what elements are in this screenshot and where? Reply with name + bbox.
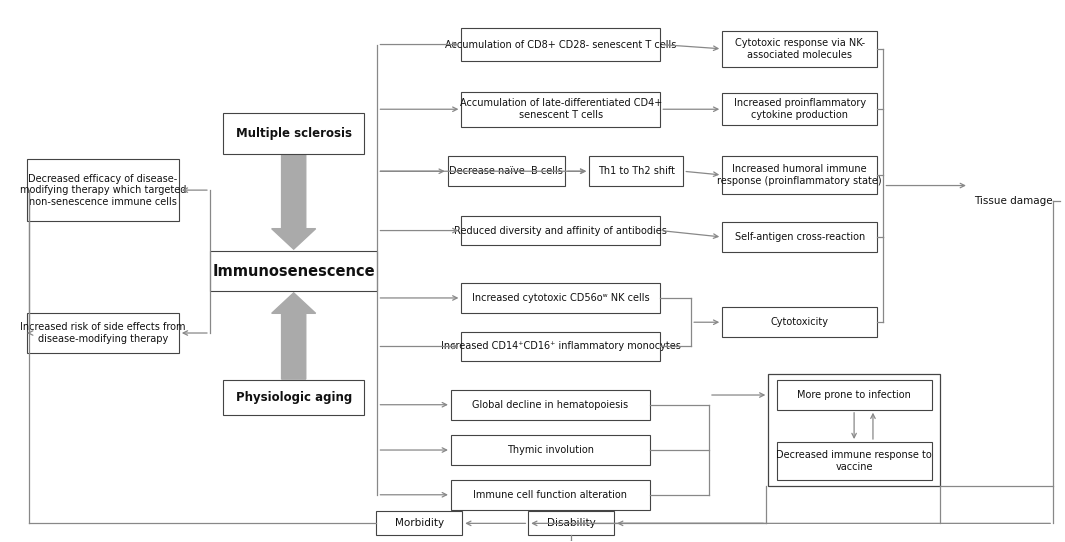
Polygon shape [272,293,315,379]
FancyBboxPatch shape [223,113,364,154]
Text: Increased risk of side effects from
disease-modifying therapy: Increased risk of side effects from dise… [20,322,185,344]
FancyBboxPatch shape [450,435,650,465]
FancyBboxPatch shape [461,283,660,313]
Text: Th1 to Th2 shift: Th1 to Th2 shift [597,166,675,176]
FancyBboxPatch shape [722,30,878,67]
Text: Accumulation of late-differentiated CD4+
senescent T cells: Accumulation of late-differentiated CD4+… [460,99,662,120]
FancyBboxPatch shape [210,251,377,291]
Text: Cytotoxicity: Cytotoxicity [771,317,829,327]
Text: Accumulation of CD8+ CD28- senescent T cells: Accumulation of CD8+ CD28- senescent T c… [445,40,676,49]
Text: Increased humoral immune
response (proinflammatory state): Increased humoral immune response (proin… [718,164,882,186]
Text: Physiologic aging: Physiologic aging [235,391,351,404]
FancyBboxPatch shape [722,93,878,125]
Text: Decreased efficacy of disease-
modifying therapy which targeted
non-senescence i: Decreased efficacy of disease- modifying… [20,173,186,207]
FancyBboxPatch shape [722,156,878,194]
Text: Cytotoxic response via NK-
associated molecules: Cytotoxic response via NK- associated mo… [735,38,865,60]
Text: Decrease naïve  B cells: Decrease naïve B cells [449,166,563,176]
Text: Immunosenescence: Immunosenescence [212,263,375,279]
Text: Reduced diversity and affinity of antibodies: Reduced diversity and affinity of antibo… [455,225,668,236]
Text: Multiple sclerosis: Multiple sclerosis [235,127,351,140]
Text: Self-antigen cross-reaction: Self-antigen cross-reaction [735,232,865,242]
Text: Increased proinflammatory
cytokine production: Increased proinflammatory cytokine produ… [734,99,866,120]
Text: Morbidity: Morbidity [395,518,444,528]
Text: Increased cytotoxic CD56ᴏʷ NK cells: Increased cytotoxic CD56ᴏʷ NK cells [472,293,650,303]
FancyBboxPatch shape [722,222,878,252]
FancyBboxPatch shape [450,390,650,420]
FancyBboxPatch shape [27,313,179,353]
FancyBboxPatch shape [27,159,179,221]
Text: More prone to infection: More prone to infection [798,390,911,400]
FancyBboxPatch shape [589,157,684,186]
FancyBboxPatch shape [461,92,660,127]
Text: Thymic involution: Thymic involution [507,445,594,455]
FancyBboxPatch shape [768,374,940,486]
FancyBboxPatch shape [776,380,932,410]
FancyBboxPatch shape [450,480,650,509]
FancyBboxPatch shape [528,511,615,535]
Text: Increased CD14⁺CD16⁺ inflammatory monocytes: Increased CD14⁺CD16⁺ inflammatory monocy… [441,341,681,352]
Polygon shape [272,155,315,249]
Text: Disability: Disability [547,518,595,528]
FancyBboxPatch shape [722,307,878,337]
Text: Tissue damage: Tissue damage [974,196,1052,206]
FancyBboxPatch shape [461,332,660,362]
FancyBboxPatch shape [447,157,564,186]
FancyBboxPatch shape [776,442,932,480]
Text: Decreased immune response to
vaccine: Decreased immune response to vaccine [776,450,932,472]
FancyBboxPatch shape [461,216,660,246]
FancyBboxPatch shape [223,380,364,415]
FancyBboxPatch shape [461,28,660,61]
FancyBboxPatch shape [376,511,462,535]
Text: Global decline in hematopoiesis: Global decline in hematopoiesis [472,400,628,410]
Text: Immune cell function alteration: Immune cell function alteration [473,490,627,500]
